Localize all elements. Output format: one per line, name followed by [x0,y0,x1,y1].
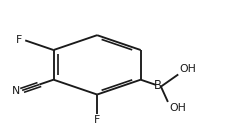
Text: B: B [154,79,161,92]
Text: OH: OH [169,103,186,113]
Text: N: N [11,86,20,96]
Text: F: F [16,35,22,45]
Text: F: F [94,116,100,125]
Text: OH: OH [179,64,196,74]
